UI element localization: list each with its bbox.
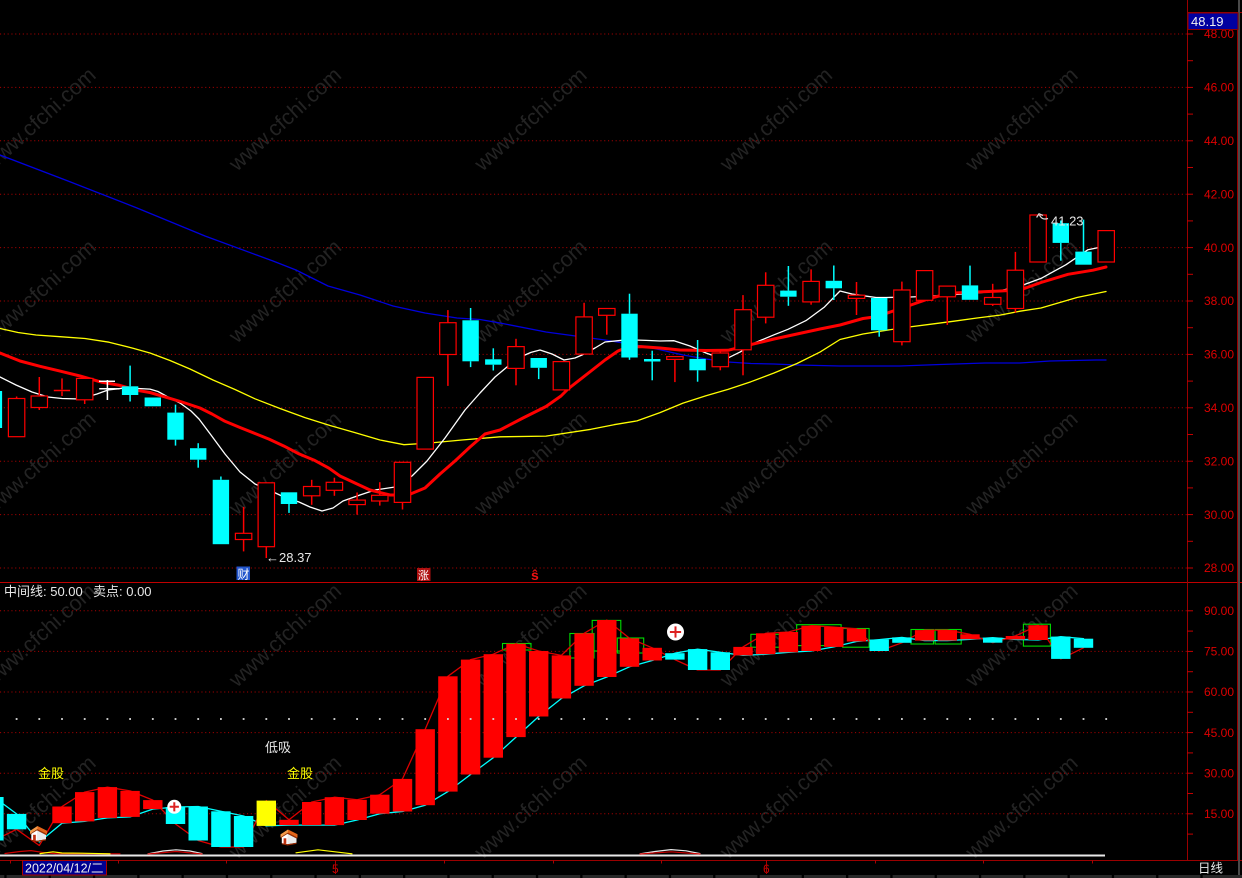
svg-text:44.00: 44.00: [1204, 134, 1234, 148]
svg-text:中间线: 50.00: 中间线: 50.00: [4, 584, 83, 599]
svg-text:涨: 涨: [418, 569, 429, 582]
svg-text:48.00: 48.00: [1204, 27, 1234, 41]
svg-text:32.00: 32.00: [1204, 454, 1234, 468]
svg-text:90.00: 90.00: [1204, 604, 1234, 618]
svg-text:金股: 金股: [287, 766, 313, 781]
svg-text:日线: 日线: [1198, 862, 1224, 876]
svg-text:45.00: 45.00: [1204, 726, 1234, 740]
svg-text:低吸: 低吸: [265, 740, 291, 755]
svg-text:60.00: 60.00: [1204, 685, 1234, 699]
svg-text:34.00: 34.00: [1204, 401, 1234, 415]
svg-text:75.00: 75.00: [1204, 645, 1234, 659]
svg-text:36.00: 36.00: [1204, 348, 1234, 362]
svg-text:30.00: 30.00: [1204, 508, 1234, 522]
svg-text:ŝ: ŝ: [531, 567, 539, 583]
svg-text:46.00: 46.00: [1204, 81, 1234, 95]
svg-text:48.19: 48.19: [1191, 14, 1224, 29]
svg-text:←28.37: ←28.37: [266, 550, 312, 565]
svg-text:40.00: 40.00: [1204, 241, 1234, 255]
svg-text:财: 财: [238, 568, 250, 582]
svg-text:42.00: 42.00: [1204, 187, 1234, 201]
svg-text:38.00: 38.00: [1204, 294, 1234, 308]
svg-text:金股: 金股: [38, 766, 64, 781]
svg-text:卖点: 0.00: 卖点: 0.00: [93, 584, 152, 599]
svg-text:41.23: 41.23: [1051, 214, 1084, 229]
svg-text:2022/04/12/二: 2022/04/12/二: [25, 862, 104, 876]
svg-text:30.00: 30.00: [1204, 766, 1234, 780]
svg-text:28.00: 28.00: [1204, 561, 1234, 575]
svg-text:15.00: 15.00: [1204, 807, 1234, 821]
